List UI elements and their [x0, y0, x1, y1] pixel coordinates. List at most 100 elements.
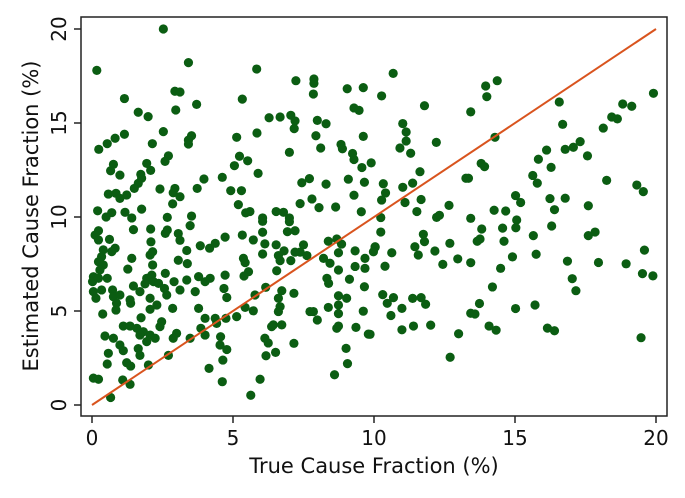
data-point [321, 119, 331, 129]
data-point [192, 99, 202, 109]
data-point [118, 321, 128, 331]
data-point [171, 105, 181, 115]
data-point [200, 330, 210, 340]
data-point [378, 179, 388, 189]
data-point [193, 271, 204, 282]
data-point [343, 174, 353, 184]
data-point [162, 212, 172, 222]
data-point [636, 333, 646, 343]
data-point [192, 183, 202, 194]
data-point [484, 321, 494, 331]
data-point [229, 161, 240, 171]
data-point [160, 268, 170, 278]
data-point [260, 239, 270, 249]
data-point [639, 245, 650, 255]
data-point [236, 186, 247, 196]
data-point [366, 158, 376, 168]
data-point [115, 170, 125, 180]
data-point [199, 174, 209, 184]
data-point [148, 260, 158, 270]
data-point [554, 97, 564, 107]
data-point [297, 178, 307, 188]
data-point [541, 145, 552, 155]
data-point [360, 253, 370, 263]
data-point [583, 201, 593, 211]
data-point [401, 136, 411, 146]
data-point [415, 167, 425, 177]
data-point [232, 312, 242, 322]
data-point [333, 265, 344, 275]
data-point [278, 207, 289, 217]
data-point [583, 231, 593, 241]
data-point [472, 236, 482, 246]
data-point [359, 177, 370, 187]
data-point [349, 154, 359, 165]
data-point [222, 344, 232, 355]
data-point [351, 322, 361, 332]
data-point [474, 298, 485, 309]
data-point [359, 282, 370, 292]
data-point [382, 298, 392, 308]
data-point [119, 93, 130, 104]
data-point [233, 199, 243, 210]
data-point [94, 144, 104, 154]
data-point [152, 300, 162, 310]
data-point [240, 258, 250, 268]
data-point [412, 206, 422, 217]
data-point [246, 390, 256, 400]
data-point [133, 107, 143, 117]
data-point [325, 258, 335, 268]
data-point [102, 359, 112, 369]
data-point [358, 306, 368, 316]
data-point [542, 323, 553, 333]
data-point [342, 359, 353, 369]
data-point [511, 223, 521, 233]
data-point [547, 221, 557, 231]
data-point [571, 286, 581, 296]
data-point [195, 241, 205, 251]
data-point [632, 180, 642, 190]
data-point [169, 277, 179, 287]
data-point [98, 309, 108, 319]
data-point [295, 199, 305, 209]
data-point [311, 131, 321, 141]
data-point [173, 255, 183, 265]
data-point [419, 237, 430, 247]
data-point [354, 105, 364, 116]
data-point [308, 89, 318, 99]
data-point [421, 299, 431, 309]
data-point [430, 246, 440, 256]
data-point [621, 259, 631, 269]
data-point [145, 293, 155, 303]
data-point [408, 293, 418, 304]
data-point [126, 361, 136, 371]
data-point [499, 236, 509, 246]
data-point [277, 320, 287, 330]
data-point [329, 370, 340, 380]
data-point [101, 212, 111, 222]
data-point [158, 24, 168, 34]
data-point [533, 154, 544, 164]
data-point [219, 283, 229, 294]
data-point [175, 235, 185, 245]
data-point [323, 236, 333, 246]
data-point [497, 223, 508, 233]
y-axis-label: Estimated Cause Fraction (%) [19, 61, 43, 372]
data-point [146, 165, 156, 175]
data-point [376, 227, 386, 237]
data-point [309, 78, 319, 88]
data-point [388, 293, 399, 303]
data-point [284, 147, 294, 157]
data-point [248, 306, 258, 316]
data-point [528, 170, 538, 181]
data-point [590, 227, 600, 237]
data-point [290, 116, 300, 126]
data-point [277, 286, 287, 296]
data-point [530, 300, 540, 310]
data-point [91, 293, 101, 303]
x-tick-label: 5 [227, 426, 240, 450]
data-point [477, 224, 487, 234]
data-point [100, 331, 110, 341]
data-point [507, 252, 518, 262]
data-point [333, 300, 344, 310]
